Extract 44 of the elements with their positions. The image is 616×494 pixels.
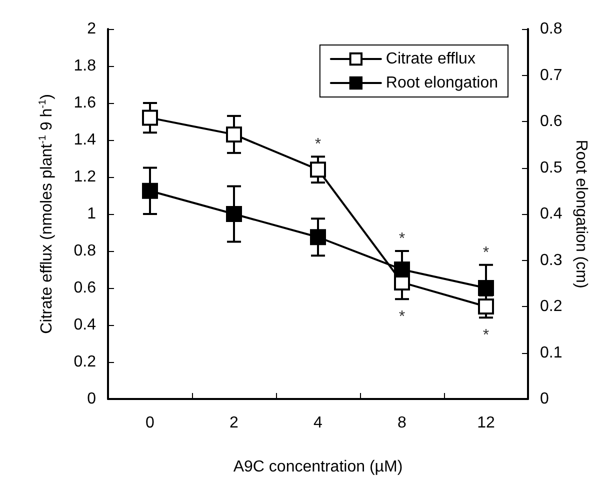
y-tick-label: 0.2: [74, 354, 96, 370]
y-tick-label: 0: [87, 390, 96, 408]
y2-tick-label: 0.5: [540, 159, 562, 176]
legend-label: Root elongation: [386, 74, 498, 92]
y-tick-label: 1.4: [74, 132, 96, 148]
y2-tick-label: 0.7: [540, 66, 562, 84]
point: [226, 126, 242, 142]
annotation: *: [482, 327, 490, 344]
y-tick-label: 0.8: [74, 242, 96, 260]
y2-tick-label: 0.1: [540, 344, 562, 362]
y2-axis-title: Root elongation (cm): [572, 140, 590, 288]
y-tick-label: 0.4: [74, 316, 96, 334]
point: [394, 262, 410, 278]
annotation: *: [482, 244, 490, 262]
annotation: *: [398, 308, 406, 326]
x-tick-label: 4: [314, 414, 323, 432]
point: [226, 206, 242, 222]
point: [478, 298, 494, 314]
y2-tick-label: 0.8: [540, 20, 562, 38]
point: [478, 280, 494, 296]
y2-tick-label: 0.6: [540, 113, 562, 130]
legend-label: Citrate efflux: [386, 50, 476, 68]
x-axis-title: A9C concentration (µM): [233, 458, 403, 476]
y-tick-label: 1.2: [74, 168, 96, 186]
y-axis-title: Citrate efflux (nmoles plant-1 9 h-1): [38, 94, 56, 334]
y-tick-label: 1: [87, 206, 96, 222]
point: [310, 229, 326, 246]
point: [142, 110, 158, 126]
point: [142, 182, 158, 199]
x-tick-label: 12: [477, 414, 495, 432]
y2-tick-label: 0.4: [540, 206, 562, 222]
y2-tick-label: 0.3: [540, 252, 562, 269]
y2-tick-label: 0: [540, 390, 549, 408]
y2-tick-label: 0.2: [540, 298, 562, 315]
y-tick-label: 0.6: [74, 280, 96, 296]
annotation: *: [314, 136, 322, 154]
x-tick-label: 8: [398, 414, 407, 432]
x-tick-label: 2: [230, 414, 239, 432]
point: [310, 162, 326, 178]
y-tick-label: 1.6: [74, 94, 96, 112]
x-tick-label: 0: [146, 414, 155, 432]
annotation: *: [398, 230, 406, 248]
y-tick-label: 1.8: [74, 58, 96, 74]
y-tick-label: 2: [87, 20, 96, 38]
